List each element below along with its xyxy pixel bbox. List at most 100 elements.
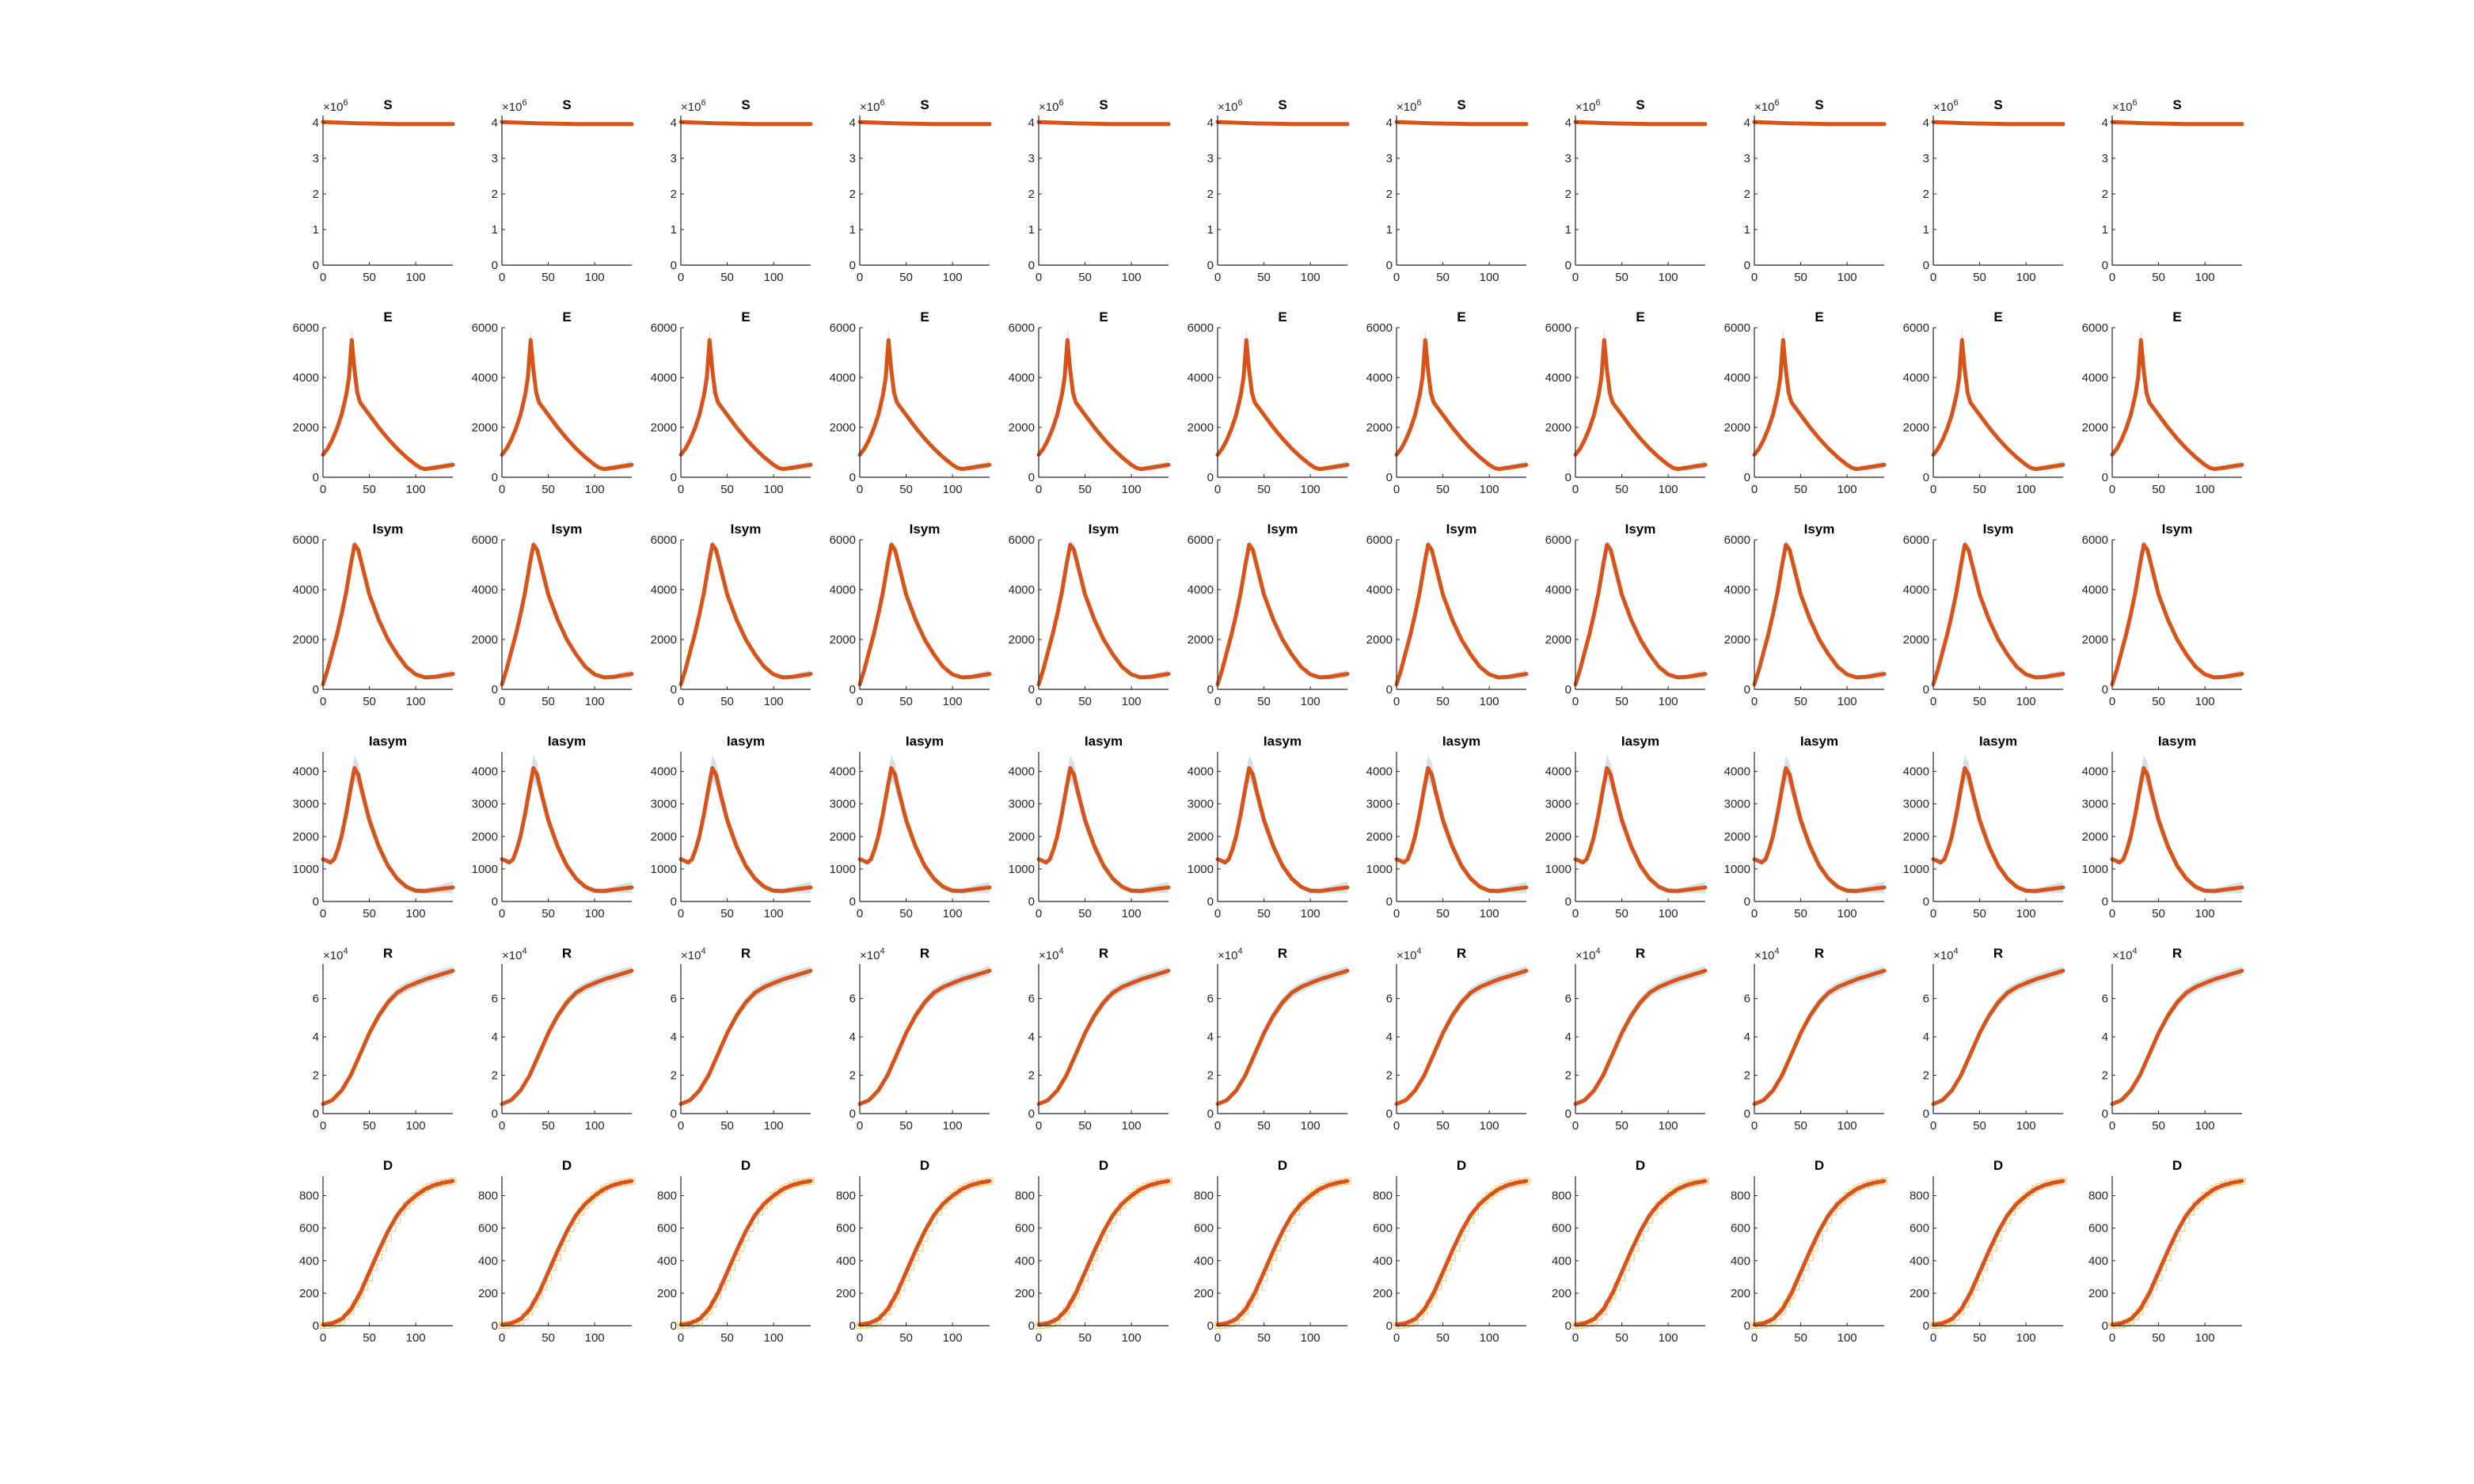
x-tick-label: 0 xyxy=(1751,695,1758,708)
x-tick-label: 0 xyxy=(1751,907,1758,920)
y-tick-label: 2 xyxy=(2102,188,2108,201)
subplot-title: Isym xyxy=(1804,522,1835,537)
x-tick-label: 50 xyxy=(1257,483,1271,496)
y-tick-label: 4 xyxy=(313,1030,319,1044)
subplot-r-5: 0 2 4 6 0 50 100 ×104 R xyxy=(1028,946,1171,1133)
y-tick-label: 400 xyxy=(1910,1254,1929,1268)
subplot-title: Isym xyxy=(910,522,941,537)
axis-exponent-power: 6 xyxy=(1416,98,1421,108)
y-tick-label: 400 xyxy=(1015,1254,1035,1268)
y-tick-label: 4 xyxy=(849,116,856,130)
x-tick-label: 100 xyxy=(406,1119,426,1133)
y-tick-label: 0 xyxy=(2102,895,2108,909)
subplot-e-6: 0 2000 4000 6000 0 50 100 E xyxy=(1188,309,1350,496)
y-tick-label: 4 xyxy=(1744,1030,1750,1044)
x-tick-label: 50 xyxy=(1436,695,1450,708)
y-tick-label: 0 xyxy=(1207,1107,1214,1121)
y-tick-label: 200 xyxy=(1373,1287,1393,1300)
y-tick-label: 600 xyxy=(1194,1222,1214,1235)
y-tick-label: 4 xyxy=(2102,1030,2108,1044)
subplot-s-1: 0 1 2 3 4 0 50 100 ×106 S xyxy=(313,97,455,284)
y-tick-label: 0 xyxy=(1207,471,1214,484)
model-line xyxy=(857,120,992,127)
y-tick-label: 600 xyxy=(2088,1222,2108,1235)
x-tick-label: 50 xyxy=(720,695,734,708)
y-tick-label: 1000 xyxy=(1545,863,1571,876)
model-line xyxy=(678,1178,813,1327)
subplot-iasym-9: 0 1000 2000 3000 4000 0 50 100 Iasym xyxy=(1724,734,1887,920)
y-tick-label: 2000 xyxy=(1366,633,1393,647)
x-tick-label: 100 xyxy=(1301,695,1321,708)
y-tick-label: 6000 xyxy=(1903,533,1929,547)
subplot-s-3: 0 1 2 3 4 0 50 100 ×106 S xyxy=(671,97,813,284)
subplot-title: D xyxy=(1815,1158,1824,1173)
y-tick-label: 800 xyxy=(478,1190,498,1203)
x-tick-label: 100 xyxy=(585,695,605,708)
y-tick-label: 2000 xyxy=(1366,421,1393,435)
x-tick-label: 0 xyxy=(499,483,505,496)
model-line xyxy=(500,969,634,1106)
x-tick-label: 0 xyxy=(2109,1331,2115,1345)
y-tick-label: 4000 xyxy=(830,583,856,597)
subplot-title: Iasym xyxy=(1085,734,1123,749)
subplot-e-7: 0 2000 4000 6000 0 50 100 E xyxy=(1366,309,1529,496)
subplot-isym-2: 0 2000 4000 6000 0 50 100 Isym xyxy=(472,522,634,708)
y-tick-label: 2000 xyxy=(472,830,498,844)
y-tick-label: 4000 xyxy=(1545,371,1571,385)
model-line xyxy=(678,120,813,127)
axis-exponent-power: 4 xyxy=(1237,947,1242,956)
y-tick-label: 6 xyxy=(1207,992,1214,1006)
y-tick-label: 400 xyxy=(478,1254,498,1268)
y-tick-label: 600 xyxy=(478,1222,498,1235)
uncertainty-band xyxy=(323,1179,453,1326)
axis-exponent-power: 6 xyxy=(522,98,526,108)
y-tick-label: 6 xyxy=(1028,992,1035,1006)
x-tick-label: 50 xyxy=(1078,907,1092,920)
model-line xyxy=(1036,969,1171,1106)
x-tick-label: 100 xyxy=(406,483,426,496)
subplot-title: S xyxy=(2172,97,2181,112)
axis-exponent-label: ×106 xyxy=(681,98,706,114)
y-tick-label: 0 xyxy=(1923,895,1929,909)
x-tick-label: 100 xyxy=(1480,1331,1499,1345)
subplot-iasym-10: 0 1000 2000 3000 4000 0 50 100 Iasym xyxy=(1903,734,2065,920)
x-tick-label: 100 xyxy=(1480,907,1499,920)
y-tick-label: 4000 xyxy=(1545,583,1571,597)
subplot-title: D xyxy=(1993,1158,2003,1173)
axis-exponent-power: 6 xyxy=(343,98,348,108)
uncertainty-band xyxy=(1754,328,1884,472)
uncertainty-band xyxy=(1933,328,2063,472)
x-tick-label: 0 xyxy=(320,1119,326,1133)
y-tick-label: 3 xyxy=(1565,152,1571,165)
subplot-title: D xyxy=(1099,1158,1108,1173)
axis-exponent-label: ×106 xyxy=(1754,98,1780,114)
y-tick-label: 2000 xyxy=(1724,421,1750,435)
x-tick-label: 50 xyxy=(1794,1119,1807,1133)
x-tick-label: 0 xyxy=(1751,1119,1758,1133)
y-tick-label: 6000 xyxy=(1545,533,1571,547)
y-tick-label: 4000 xyxy=(1366,371,1393,385)
y-tick-label: 2000 xyxy=(1724,633,1750,647)
y-tick-label: 800 xyxy=(1910,1190,1929,1203)
y-tick-label: 2 xyxy=(313,1069,319,1083)
y-tick-label: 600 xyxy=(1015,1222,1035,1235)
y-tick-label: 200 xyxy=(1552,1287,1571,1300)
uncertainty-band xyxy=(860,966,990,1105)
axis-exponent-label: ×106 xyxy=(1933,98,1959,114)
y-tick-label: 600 xyxy=(1552,1222,1571,1235)
subplot-title: E xyxy=(1278,309,1286,325)
y-tick-label: 4 xyxy=(1565,1030,1571,1044)
y-tick-label: 2000 xyxy=(293,830,319,844)
subplot-title: R xyxy=(2172,946,2182,961)
y-tick-label: 0 xyxy=(1028,683,1035,696)
subplot-title: E xyxy=(741,309,750,325)
uncertainty-band xyxy=(681,1179,811,1326)
y-tick-label: 800 xyxy=(1194,1190,1214,1203)
x-tick-label: 50 xyxy=(899,907,913,920)
x-tick-label: 50 xyxy=(1615,483,1628,496)
x-tick-label: 100 xyxy=(764,1119,784,1133)
x-tick-label: 100 xyxy=(1301,271,1321,284)
x-tick-label: 0 xyxy=(1393,1119,1400,1133)
y-tick-label: 0 xyxy=(1028,1319,1035,1333)
